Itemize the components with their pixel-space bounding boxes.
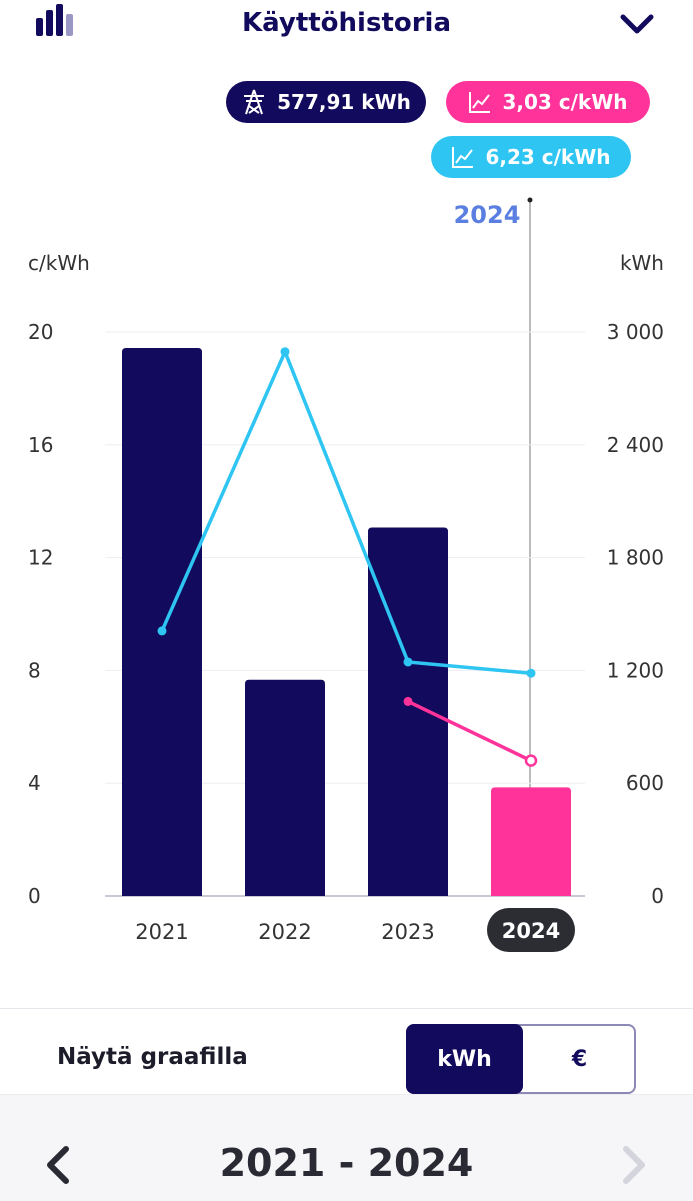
usage-chart: 2024 c/kWh kWh 0 0 4 600 8 1 200 12 1 800 16 2 40… <box>28 197 664 952</box>
series-point <box>526 668 536 678</box>
series-point <box>524 754 538 767</box>
power-pylon-icon <box>244 89 265 115</box>
x-tick-label[interactable]: 2024 <box>502 919 560 943</box>
series-point <box>280 347 290 357</box>
right-axis-label: kWh <box>620 251 664 275</box>
x-tick-label[interactable]: 2023 <box>381 920 434 944</box>
chevron-left-icon[interactable] <box>42 1143 72 1187</box>
price-pink-badge: 3,03 c/kWh <box>446 81 650 123</box>
left-tick-label: 8 <box>28 658 41 682</box>
right-tick-label: 3 000 <box>607 320 664 344</box>
x-tick-label[interactable]: 2021 <box>135 920 188 944</box>
left-tick-label: 12 <box>28 546 53 570</box>
energy-total-badge: 577,91 kWh <box>226 81 426 123</box>
selected-year-label: 2024 <box>454 201 521 229</box>
series-point <box>403 696 413 706</box>
right-tick-label: 0 <box>651 884 664 908</box>
right-tick-label: 600 <box>626 771 664 795</box>
period-navigator: 2021 - 2024 <box>0 1094 693 1201</box>
series-line-0 <box>160 347 532 675</box>
left-tick-label: 20 <box>28 320 53 344</box>
left-axis-label: c/kWh <box>28 251 90 275</box>
divider <box>0 1008 693 1009</box>
series-line-1 <box>407 699 532 763</box>
unit-kwh-button[interactable]: kWh <box>406 1024 523 1094</box>
header: Käyttöhistoria <box>0 0 693 56</box>
left-tick-label: 4 <box>28 771 41 795</box>
line-chart-icon <box>469 92 491 113</box>
chevron-right-icon <box>623 1146 645 1184</box>
selected-year-pill[interactable] <box>487 908 575 952</box>
right-tick-label: 1 800 <box>607 546 664 570</box>
price-blue-badge: 6,23 c/kWh <box>431 136 631 178</box>
page-title: Käyttöhistoria <box>241 8 452 38</box>
bar-2024[interactable] <box>491 787 571 896</box>
bar-2023[interactable] <box>368 527 448 896</box>
period-range: 2021 - 2024 <box>219 1141 474 1185</box>
x-tick-label[interactable]: 2022 <box>258 920 311 944</box>
unit-euro-button[interactable]: € <box>571 1046 588 1072</box>
left-tick-label: 16 <box>28 433 53 457</box>
price-pink-value: 3,03 c/kWh <box>502 90 628 114</box>
unit-toggle: kWh € <box>406 1024 636 1094</box>
bar-chart-icon[interactable] <box>36 4 76 36</box>
right-tick-label: 2 400 <box>607 433 664 457</box>
left-tick-label: 0 <box>28 884 41 908</box>
series-point <box>157 626 167 636</box>
right-tick-label: 1 200 <box>607 658 664 682</box>
energy-total-value: 577,91 kWh <box>277 90 411 114</box>
show-graph-label: Näytä graafilla <box>57 1044 248 1070</box>
chevron-down-icon[interactable] <box>620 12 654 36</box>
price-blue-value: 6,23 c/kWh <box>485 145 611 169</box>
bar-2021[interactable] <box>122 347 202 896</box>
bar-2022[interactable] <box>245 679 325 896</box>
selected-marker-dot <box>527 197 533 203</box>
line-chart-icon <box>452 147 474 168</box>
series-point <box>403 657 413 667</box>
